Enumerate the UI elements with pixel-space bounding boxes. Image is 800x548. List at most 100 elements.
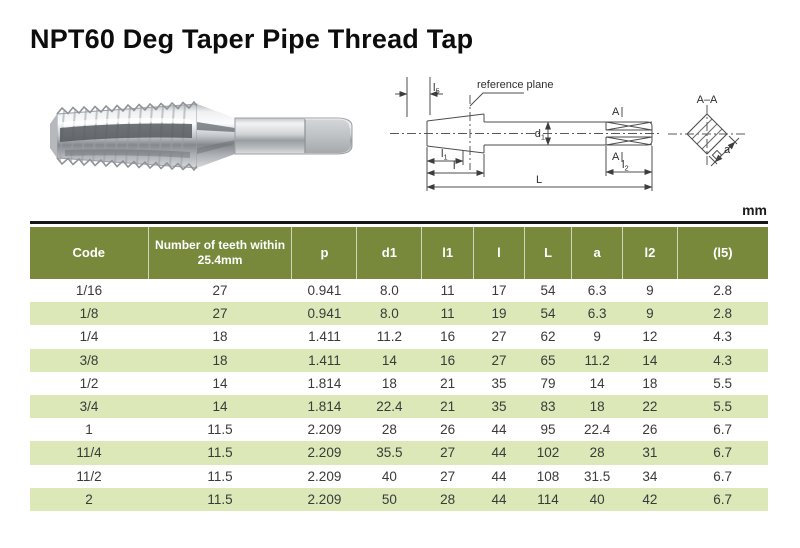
table-row: 11/4 11.5 2.209 35.5 27 44 102 28 31 6.7	[30, 441, 768, 465]
table-cell: 1	[85, 422, 93, 438]
section-mark-bottom: A	[612, 151, 620, 163]
table-cell: 9	[593, 329, 601, 345]
table-cell: 54	[540, 283, 556, 299]
unit-label: mm	[742, 202, 767, 218]
table-cell: 27	[421, 441, 474, 465]
table-cell: 9	[646, 283, 654, 299]
table-top-rule	[30, 221, 768, 224]
table-cell: 26	[440, 422, 456, 438]
dim-l2: l2	[605, 159, 653, 175]
dim-a: a	[708, 135, 740, 167]
table-cell: 14	[148, 394, 292, 419]
table-cell: 2	[30, 487, 149, 511]
table-cell: 9	[622, 302, 678, 326]
dimension-drawing: A A l5 reference plane d1 l1 l	[390, 77, 662, 191]
table-cell: 44	[491, 422, 507, 438]
table-cell: 22.4	[583, 422, 611, 438]
table-cell: 31	[622, 441, 678, 465]
table-cell: 6.7	[713, 468, 732, 484]
table-cell: 11/2	[76, 468, 102, 484]
table-cell: 21	[421, 394, 474, 419]
reference-plane: reference plane	[469, 79, 553, 170]
table-cell: 4.3	[677, 348, 768, 372]
table-cell: 6.7	[677, 487, 768, 511]
table-cell: 3/4	[30, 394, 149, 419]
table-cell: 2.209	[307, 468, 342, 484]
spec-table-head-row: Code Number of teeth within 25.4mm p d1 l1 l L…	[30, 227, 768, 279]
table-cell: 102	[524, 441, 572, 465]
page-title: NPT60 Deg Taper Pipe Thread Tap	[30, 24, 474, 54]
table-cell: 17	[491, 283, 507, 299]
table-cell: 21	[440, 375, 456, 391]
table-cell: 62	[540, 329, 556, 345]
table-cell: 8.0	[380, 283, 399, 299]
table-cell: 8.0	[356, 302, 422, 326]
column-header: Code	[30, 227, 149, 279]
table-cell: 2.209	[291, 441, 357, 465]
table-cell: 26	[642, 422, 658, 438]
table-cell: 19	[473, 302, 525, 326]
column-header: p	[291, 227, 358, 279]
table-cell: 11.2	[571, 348, 623, 372]
table-cell: 95	[540, 422, 556, 438]
table-row: 1/4 18 1.411 11.2 16 27 62 9 12 4.3	[30, 325, 768, 348]
svg-text:l: l	[453, 160, 455, 172]
table-cell: 27	[212, 283, 228, 299]
spec-table-body: 1/16 27 0.941 8.0 11 17 54 6.3 9 2.8 1/8 27 0.941 8.0…	[30, 279, 768, 511]
dim-L: L	[426, 174, 653, 190]
table-cell: 2.8	[677, 302, 768, 326]
column-header: L	[524, 227, 573, 279]
table-cell: 14	[589, 375, 605, 391]
table-row: 1/16 27 0.941 8.0 11 17 54 6.3 9 2.8	[30, 279, 768, 302]
table-cell: 0.941	[307, 283, 342, 299]
column-header: l1	[421, 227, 475, 279]
product-photo	[50, 100, 353, 172]
table-cell: 11.5	[148, 441, 292, 465]
table-cell: 27	[148, 302, 292, 326]
table-cell: 35.5	[356, 441, 422, 465]
table-cell: 16	[421, 348, 474, 372]
table-cell: 11.2	[376, 329, 403, 345]
dim-l5: l5	[395, 77, 443, 117]
table-cell: 27	[491, 329, 507, 345]
table-cell: 35	[491, 375, 507, 391]
dim-l1: l1	[426, 148, 464, 164]
table-cell: 1.814	[307, 375, 342, 391]
table-cell: 54	[524, 302, 572, 326]
column-header: d1	[356, 227, 423, 279]
table-cell: 27	[473, 348, 525, 372]
section-mark-top: A	[612, 106, 620, 118]
table-cell: 44	[473, 487, 525, 511]
reference-plane-label: reference plane	[477, 79, 553, 91]
table-cell: 28	[421, 487, 474, 511]
table-row: 3/4 14 1.814 22.4 21 35 83 18 22 5.5	[30, 394, 768, 419]
table-cell: 2.8	[713, 283, 732, 299]
table-cell: 1.411	[308, 329, 341, 345]
table-cell: 3/8	[30, 348, 149, 372]
table-cell: 5.5	[677, 394, 768, 419]
table-cell: 18	[212, 329, 228, 345]
table-cell: 83	[524, 394, 572, 419]
svg-text:l1: l1	[441, 148, 448, 162]
tap-photo-shapes	[50, 100, 353, 172]
table-cell: 28	[571, 441, 623, 465]
table-cell: 11	[440, 283, 455, 299]
table-cell: 22	[622, 394, 678, 419]
table-cell: 14	[212, 375, 228, 391]
table-cell: 1/16	[75, 283, 103, 299]
table-cell: 114	[524, 487, 572, 511]
column-header: (l5)	[677, 227, 768, 279]
table-cell: 18	[148, 348, 292, 372]
table-cell: 11/4	[30, 441, 149, 465]
dim-a-label: a	[724, 144, 731, 156]
table-cell: 5.5	[713, 375, 732, 391]
table-cell: 1.814	[291, 394, 357, 419]
table-cell: 40	[571, 487, 623, 511]
table-cell: 65	[524, 348, 572, 372]
table-cell: 18	[571, 394, 623, 419]
column-header: Number of teeth within 25.4mm	[148, 227, 293, 279]
table-cell: 34	[642, 468, 658, 484]
table-cell: 6.7	[713, 422, 732, 438]
spec-table: Code Number of teeth within 25.4mm p d1 l1 l L…	[30, 227, 768, 511]
table-cell: 14	[356, 348, 422, 372]
